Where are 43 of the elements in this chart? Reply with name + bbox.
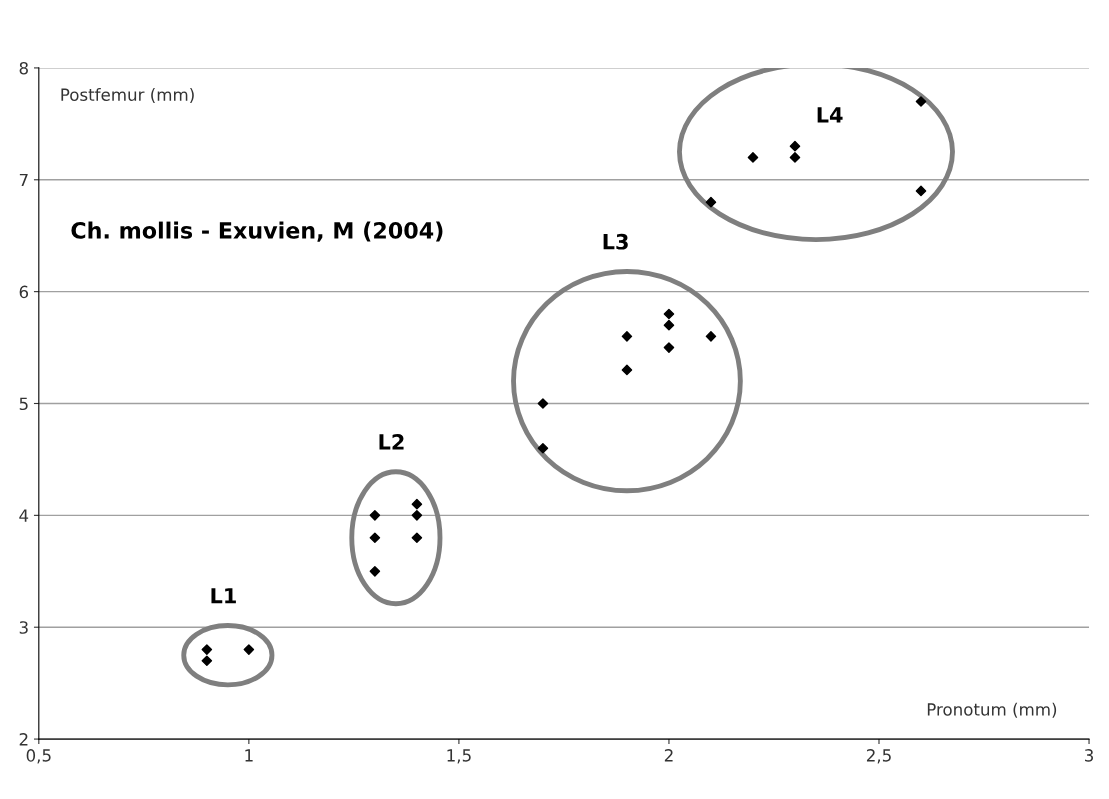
x-tick-label: 0,5 [26, 749, 51, 764]
point [663, 308, 675, 320]
point [915, 96, 927, 107]
x-tick-label: 2 [664, 749, 673, 762]
point [747, 152, 759, 163]
point [789, 152, 801, 163]
point [411, 498, 423, 510]
point [705, 196, 717, 208]
point [411, 510, 423, 521]
y-tick-label: 7 [19, 173, 28, 187]
point [537, 442, 549, 454]
point [537, 398, 549, 409]
point [915, 185, 927, 197]
y-tick-label: 3 [19, 621, 28, 634]
text: Ch. mollis - Exuvien, M (2004) [71, 221, 443, 242]
x-tick-label: 2,5 [866, 749, 891, 764]
point [243, 644, 255, 655]
x-tick-label: 1,5 [447, 749, 471, 764]
point [621, 364, 633, 376]
x-tick-label: 1 [245, 749, 253, 762]
annotation: L1 [211, 588, 236, 604]
annotation: L2 [379, 434, 404, 450]
point [201, 644, 213, 655]
y-tick-label: 2 [19, 733, 28, 746]
x-tick-label: 3 [1085, 749, 1093, 762]
y-tick-label: 5 [19, 397, 28, 411]
point [201, 655, 213, 667]
point [411, 532, 423, 544]
point [621, 331, 633, 342]
annotation: L3 [603, 233, 628, 250]
y-axis-title: Postfemur (mm) [61, 88, 194, 103]
y-tick-label: 6 [19, 285, 29, 299]
x-axis-title: Pronotum (mm) [927, 702, 1057, 718]
point [369, 532, 381, 544]
point [705, 331, 717, 342]
y-tick-label: 4 [19, 509, 29, 522]
point [663, 342, 675, 353]
point [789, 140, 801, 152]
point [663, 319, 675, 331]
point [369, 510, 381, 521]
annotation: L4 [817, 107, 843, 123]
point [369, 565, 381, 577]
y-tick-label: 8 [19, 61, 28, 75]
